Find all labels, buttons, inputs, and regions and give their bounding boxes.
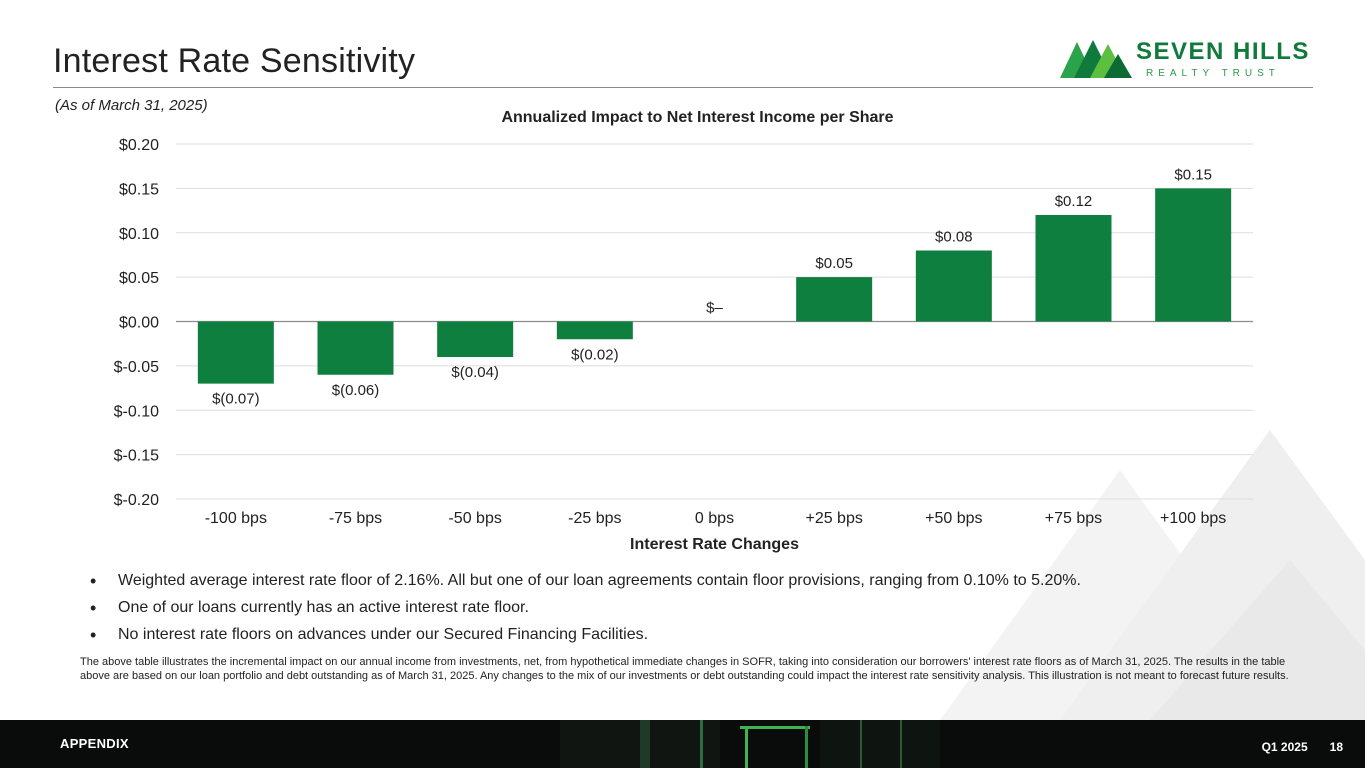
page-number: 18 (1329, 740, 1343, 754)
y-tick-label: $-0.05 (114, 359, 159, 376)
company-logo: SEVEN HILLS REALTY TRUST (1060, 38, 1320, 83)
data-label: $0.08 (935, 229, 973, 246)
footer-page-info: Q1 2025 18 (1240, 740, 1343, 754)
footer-period: Q1 2025 (1261, 740, 1308, 754)
bar (317, 321, 394, 375)
x-tick-label: +25 bps (805, 510, 862, 527)
bar (1035, 215, 1112, 322)
bullet-item: Weighted average interest rate floor of … (90, 570, 1081, 597)
data-label: $(0.06) (332, 382, 380, 399)
bar-chart: $0.20 $0.15 $0.10 $0.05 $0.00 $-0.05 $-0.10 $-0… (114, 137, 1253, 553)
y-tick-label: $0.05 (119, 270, 159, 287)
bar (1155, 188, 1232, 322)
logo-name: SEVEN HILLS (1136, 38, 1310, 65)
x-tick-label: +50 bps (925, 510, 982, 527)
footer-section-label: APPENDIX (60, 736, 129, 751)
y-tick-label: $-0.20 (114, 492, 159, 509)
chart-title: Annualized Impact to Net Interest Income… (501, 109, 894, 126)
y-tick-label: $0.15 (119, 181, 159, 198)
x-tick-label: 0 bps (695, 510, 734, 527)
y-tick-label: $0.20 (119, 137, 159, 154)
y-tick-label: $-0.15 (114, 448, 159, 465)
bar (437, 321, 514, 357)
data-label: $0.12 (1055, 193, 1093, 210)
footer-background-graphic (560, 720, 940, 768)
y-tick-label: $0.10 (119, 226, 159, 243)
y-tick-label: $0.00 (119, 315, 159, 332)
bar (796, 277, 873, 322)
x-tick-label: +75 bps (1045, 510, 1102, 527)
bullet-list: Weighted average interest rate floor of … (90, 570, 1081, 651)
y-tick-label: $-0.10 (114, 403, 159, 420)
footer-bar: APPENDIX Q1 2025 18 (0, 720, 1365, 768)
bullet-item: One of our loans currently has an active… (90, 597, 1081, 624)
data-label: $(0.04) (451, 364, 499, 381)
data-label: $0.15 (1174, 166, 1212, 183)
bullet-item: No interest rate floors on advances unde… (90, 624, 1081, 651)
bar (915, 250, 992, 322)
data-label: $– (706, 300, 723, 317)
x-tick-label: -25 bps (568, 510, 621, 527)
mountains-logo-icon (1060, 40, 1132, 78)
x-tick-label: -75 bps (329, 510, 382, 527)
logo-subtitle: REALTY TRUST (1146, 68, 1280, 79)
title-divider (53, 87, 1313, 88)
page-title: Interest Rate Sensitivity (53, 42, 416, 80)
bar (556, 321, 633, 340)
x-axis-title: Interest Rate Changes (630, 536, 799, 553)
as-of-date: (As of March 31, 2025) (55, 97, 208, 114)
bar (197, 321, 274, 384)
x-tick-label: -50 bps (448, 510, 501, 527)
footnote-disclaimer: The above table illustrates the incremen… (80, 656, 1289, 682)
x-tick-label: -100 bps (205, 510, 267, 527)
data-label: $0.05 (815, 255, 853, 272)
data-label: $(0.02) (571, 346, 619, 363)
data-label: $(0.07) (212, 391, 260, 408)
x-tick-label: +100 bps (1160, 510, 1226, 527)
